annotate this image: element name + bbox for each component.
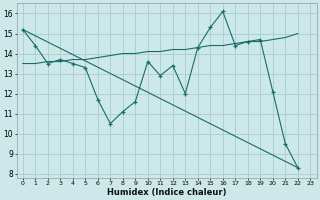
X-axis label: Humidex (Indice chaleur): Humidex (Indice chaleur) <box>107 188 226 197</box>
